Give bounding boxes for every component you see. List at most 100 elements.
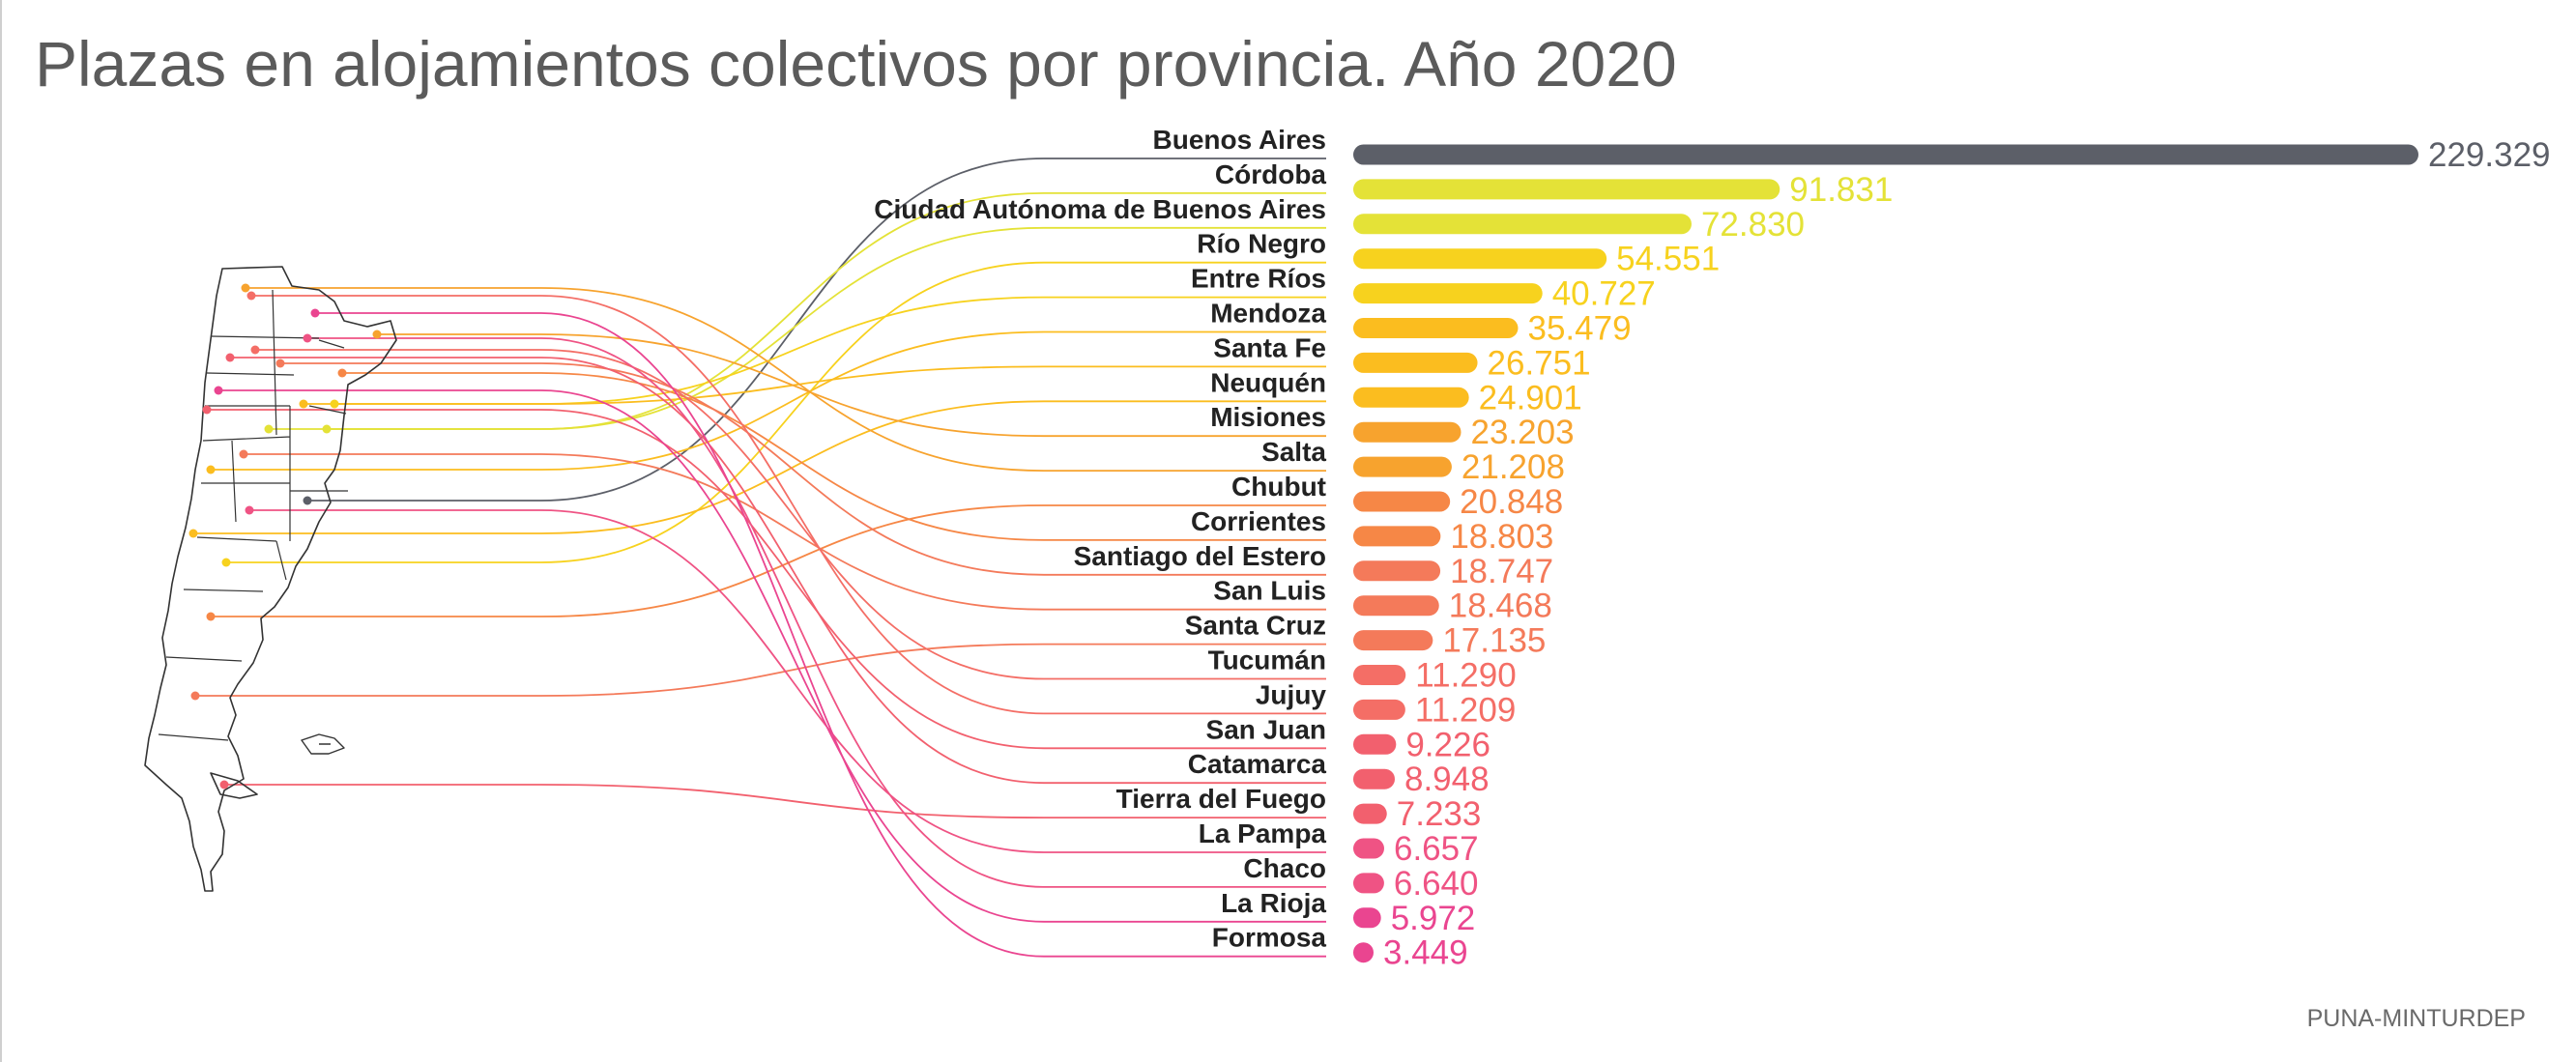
connector-rio-negro — [226, 261, 1326, 563]
category-label-santa-fe: Santa Fe — [1213, 332, 1326, 362]
province-marker-la-rioja — [214, 386, 223, 395]
value-label-san-luis: 18.468 — [1449, 588, 1552, 625]
bar-la-rioja — [1353, 907, 1381, 929]
province-marker-ciudad-autonoma-de-buenos-aires — [322, 424, 332, 434]
bar-san-juan — [1353, 733, 1397, 755]
value-label-formosa: 3.449 — [1383, 934, 1468, 972]
value-label-tucuman: 11.290 — [1415, 657, 1516, 695]
connector-formosa — [315, 312, 1326, 958]
value-label-neuquen: 24.901 — [1479, 379, 1582, 416]
value-label-santa-fe: 26.751 — [1488, 344, 1591, 382]
argentina-map — [144, 266, 397, 892]
connector-la-pampa — [249, 509, 1326, 853]
value-label-la-rioja: 5.972 — [1391, 900, 1476, 937]
province-marker-chaco — [303, 333, 312, 343]
category-label-san-luis: San Luis — [1213, 576, 1326, 606]
province-marker-cordoba — [264, 424, 274, 434]
category-label-ciudad-autonoma-de-buenos-aires: Ciudad Autónoma de Buenos Aires — [874, 194, 1326, 224]
value-label-salta: 21.208 — [1462, 448, 1565, 486]
bar-santa-fe — [1353, 352, 1478, 373]
category-label-tucuman: Tucumán — [1208, 646, 1326, 675]
value-label-chaco: 6.640 — [1394, 865, 1479, 903]
category-label-chaco: Chaco — [1243, 853, 1326, 883]
connector-lines — [193, 158, 1326, 958]
connector-misiones — [377, 333, 1326, 438]
province-marker-jujuy — [246, 291, 256, 301]
category-labels: Buenos Aires Córdoba Ciudad Autónoma de Bu… — [874, 125, 1326, 953]
bar-salta — [1353, 456, 1452, 477]
value-label-tierra-del-fuego: 7.233 — [1397, 795, 1482, 833]
province-marker-san-luis — [239, 449, 248, 459]
province-marker-la-pampa — [245, 505, 254, 515]
bar-jujuy — [1353, 699, 1405, 720]
connector-santa-cruz — [195, 643, 1326, 697]
value-label-mendoza: 35.479 — [1527, 310, 1631, 348]
value-label-la-pampa: 6.657 — [1394, 830, 1479, 868]
province-marker-formosa — [310, 308, 320, 318]
category-label-la-rioja: La Rioja — [1221, 888, 1326, 918]
connector-ciudad-autonoma-de-buenos-aires — [327, 226, 1326, 430]
province-marker-santa-fe — [299, 399, 308, 409]
category-label-chubut: Chubut — [1231, 472, 1326, 502]
value-label-jujuy: 11.209 — [1415, 691, 1516, 729]
value-label-san-juan: 9.226 — [1405, 726, 1491, 763]
bar-santiago-del-estero — [1353, 560, 1441, 582]
bar-la-pampa — [1353, 838, 1384, 859]
province-marker-santiago-del-estero — [275, 359, 285, 368]
category-label-san-juan: San Juan — [1206, 714, 1326, 744]
category-label-tierra-del-fuego: Tierra del Fuego — [1116, 784, 1326, 814]
connector-catamarca — [230, 357, 1326, 785]
connector-cordoba — [269, 192, 1326, 430]
category-label-santiago-del-estero: Santiago del Estero — [1074, 541, 1326, 571]
bar-corrientes — [1353, 526, 1441, 547]
value-label-entre-rios: 40.727 — [1552, 275, 1656, 313]
value-label-santa-cruz: 17.135 — [1442, 622, 1546, 660]
bar-buenos-aires — [1353, 144, 2418, 165]
bar-formosa — [1353, 942, 1374, 963]
value-label-chubut: 20.848 — [1460, 483, 1563, 521]
chart-title: Plazas en alojamientos colectivos por pr… — [35, 28, 1677, 100]
province-marker-santa-cruz — [190, 691, 200, 701]
category-label-catamarca: Catamarca — [1188, 749, 1327, 779]
province-marker-tucuman — [250, 345, 260, 355]
province-marker-corrientes — [337, 368, 347, 378]
province-marker-mendoza — [206, 465, 216, 474]
connector-chubut — [211, 504, 1326, 617]
connector-san-juan — [207, 409, 1326, 750]
connector-tucuman — [255, 349, 1326, 680]
connector-neuquen — [193, 400, 1326, 534]
source-caption: PUNA-MINTURDEP — [2306, 1005, 2526, 1032]
connector-santiago-del-estero — [280, 362, 1326, 576]
province-markers — [188, 283, 382, 789]
bar-rio-negro — [1353, 248, 1607, 270]
bar-misiones — [1353, 421, 1462, 443]
category-label-neuquen: Neuquén — [1210, 367, 1326, 397]
connector-chaco — [307, 337, 1326, 888]
bar-chaco — [1353, 873, 1384, 894]
value-label-corrientes: 18.803 — [1450, 518, 1553, 556]
bar-catamarca — [1353, 768, 1395, 789]
province-marker-neuquen — [188, 529, 198, 538]
bar-ciudad-autonoma-de-buenos-aires — [1353, 214, 1692, 235]
category-label-misiones: Misiones — [1210, 402, 1326, 432]
province-marker-tierra-del-fuego — [219, 780, 229, 789]
province-marker-buenos-aires — [303, 496, 312, 505]
category-label-corrientes: Corrientes — [1191, 506, 1326, 536]
bar-series — [1353, 144, 2418, 963]
category-label-rio-negro: Río Negro — [1197, 229, 1326, 259]
province-marker-chubut — [206, 612, 216, 621]
tierra-del-fuego-outline — [210, 772, 258, 799]
bar-santa-cruz — [1353, 630, 1433, 651]
connector-mendoza — [211, 330, 1326, 471]
value-label-ciudad-autonoma-de-buenos-aires: 72.830 — [1701, 206, 1805, 244]
category-label-salta: Salta — [1261, 437, 1326, 467]
argentina-outline — [144, 266, 397, 892]
value-label-misiones: 23.203 — [1470, 414, 1574, 451]
province-marker-rio-negro — [221, 558, 231, 567]
province-marker-salta — [241, 283, 250, 293]
province-marker-san-juan — [202, 405, 212, 415]
connector-corrientes — [342, 372, 1326, 541]
province-marker-misiones — [372, 330, 382, 339]
